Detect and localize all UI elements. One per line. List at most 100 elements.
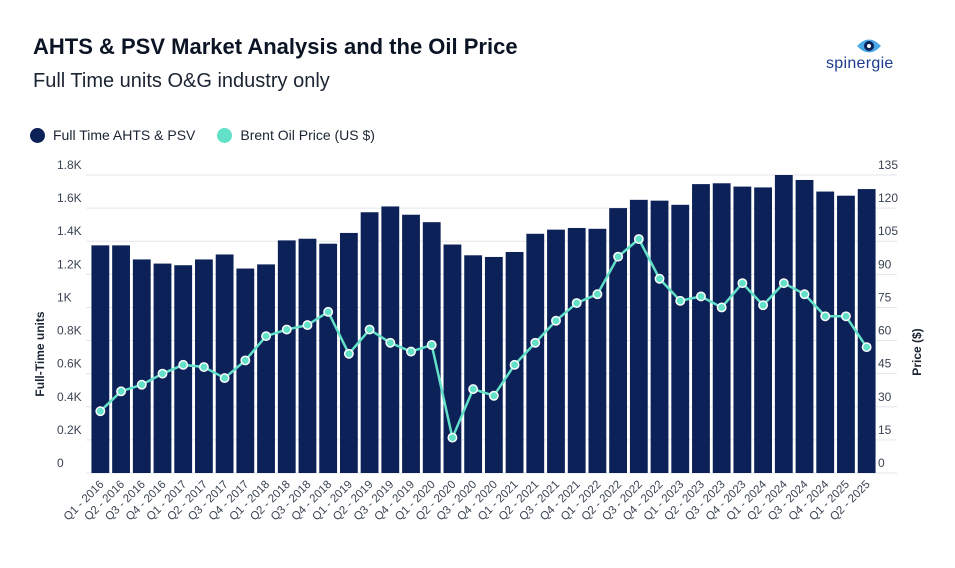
y-right-tick-label: 0 bbox=[878, 456, 885, 470]
legend-label-brent: Brent Oil Price (US $) bbox=[240, 127, 375, 143]
bar bbox=[153, 263, 172, 473]
line-point bbox=[468, 384, 479, 395]
line-point bbox=[261, 331, 271, 342]
line-point bbox=[406, 346, 416, 357]
line-point bbox=[758, 300, 769, 311]
bar bbox=[733, 186, 752, 474]
bar bbox=[837, 195, 855, 473]
logo-text: spinergie bbox=[826, 55, 894, 72]
bar bbox=[609, 208, 628, 473]
line-point bbox=[488, 390, 499, 401]
legend-label-ahts-psv: Full Time AHTS & PSV bbox=[53, 127, 196, 143]
chart-title: AHTS & PSV Market Analysis and the Oil P… bbox=[33, 34, 518, 59]
bar bbox=[588, 228, 607, 473]
y-left-tick-label: 0 bbox=[57, 456, 64, 470]
line-point bbox=[343, 348, 354, 359]
bar bbox=[774, 175, 793, 473]
y-right-tick-label: 60 bbox=[878, 324, 892, 338]
y-left-tick-label: 0.2K bbox=[57, 423, 82, 437]
line-point bbox=[240, 355, 251, 366]
y-right-tick-label: 15 bbox=[878, 423, 892, 437]
bar bbox=[236, 268, 255, 473]
chart-subtitle: Full Time units O&G industry only bbox=[33, 70, 330, 92]
line-point bbox=[509, 359, 520, 370]
line-point bbox=[323, 306, 334, 317]
legend-item-brent[interactable]: Brent Oil Price (US $) bbox=[217, 127, 375, 143]
bar bbox=[257, 264, 275, 473]
line-point bbox=[281, 324, 292, 335]
line-point bbox=[654, 273, 665, 284]
line-point bbox=[116, 386, 127, 397]
y-left-tick-label: 1.2K bbox=[57, 257, 82, 271]
bar bbox=[567, 227, 586, 473]
line-point bbox=[716, 302, 727, 313]
bar bbox=[360, 212, 379, 473]
y-left-tick-label: 1.4K bbox=[57, 224, 82, 238]
bar bbox=[464, 255, 483, 473]
y-left-tick-label: 0.4K bbox=[57, 390, 82, 404]
line-point bbox=[551, 315, 561, 326]
bar bbox=[547, 229, 565, 473]
line-point bbox=[799, 289, 810, 300]
line-point bbox=[178, 359, 189, 370]
y-left-tick-label: 0.8K bbox=[57, 324, 82, 338]
y-left-tick-label: 1K bbox=[57, 290, 72, 304]
y-right-tick-label: 45 bbox=[878, 357, 892, 371]
line-point bbox=[778, 278, 789, 289]
line-point bbox=[95, 406, 106, 417]
bar bbox=[629, 199, 648, 474]
series-line-brent bbox=[99, 237, 868, 439]
bar bbox=[526, 233, 545, 473]
bar bbox=[671, 204, 690, 474]
line-point bbox=[157, 368, 168, 379]
line-point bbox=[219, 373, 230, 384]
bar bbox=[857, 189, 876, 474]
legend-swatch-line bbox=[217, 127, 233, 143]
spinergie-logo: spinergie bbox=[826, 36, 916, 76]
chart-legend: Full Time AHTS & PSV Brent Oil Price (US… bbox=[30, 127, 389, 143]
line-point bbox=[592, 289, 603, 300]
line-point bbox=[530, 337, 541, 348]
line-point bbox=[861, 342, 872, 353]
bar bbox=[754, 187, 772, 473]
line-point bbox=[613, 251, 624, 262]
y-left-axis-label: Full-Time units bbox=[33, 311, 47, 396]
line-point bbox=[571, 298, 582, 308]
bar bbox=[692, 184, 710, 473]
y-right-tick-label: 30 bbox=[878, 390, 892, 404]
line-point bbox=[302, 320, 313, 331]
bar bbox=[319, 243, 338, 473]
bar bbox=[112, 245, 130, 473]
y-right-axis-label: Price ($) bbox=[910, 328, 924, 375]
line-point bbox=[426, 340, 437, 350]
bar bbox=[484, 256, 503, 473]
line-point bbox=[840, 311, 851, 322]
line-point bbox=[385, 337, 396, 348]
line-point bbox=[198, 362, 209, 372]
legend-item-ahts-psv[interactable]: Full Time AHTS & PSV bbox=[30, 127, 195, 143]
line-point bbox=[633, 234, 644, 244]
bar bbox=[650, 200, 669, 473]
bar bbox=[712, 183, 731, 473]
line-point bbox=[136, 379, 147, 390]
bar bbox=[795, 179, 814, 473]
bar bbox=[402, 214, 420, 473]
bar bbox=[816, 191, 835, 474]
y-right-tick-label: 135 bbox=[878, 158, 898, 172]
y-left-tick-label: 0.6K bbox=[57, 357, 82, 371]
bar bbox=[91, 245, 110, 473]
y-right-tick-label: 75 bbox=[878, 290, 892, 304]
line-point bbox=[675, 295, 686, 306]
line-point bbox=[364, 324, 375, 335]
line-point bbox=[696, 291, 706, 302]
y-left-tick-label: 1.8K bbox=[57, 158, 82, 172]
y-left-tick-label: 1.6K bbox=[57, 191, 82, 205]
line-point bbox=[737, 278, 748, 289]
y-right-tick-label: 90 bbox=[878, 257, 892, 271]
bar bbox=[277, 240, 296, 473]
bar bbox=[215, 254, 234, 473]
y-right-tick-label: 105 bbox=[878, 224, 898, 238]
y-right-tick-label: 120 bbox=[878, 191, 898, 205]
line-point bbox=[820, 311, 831, 322]
